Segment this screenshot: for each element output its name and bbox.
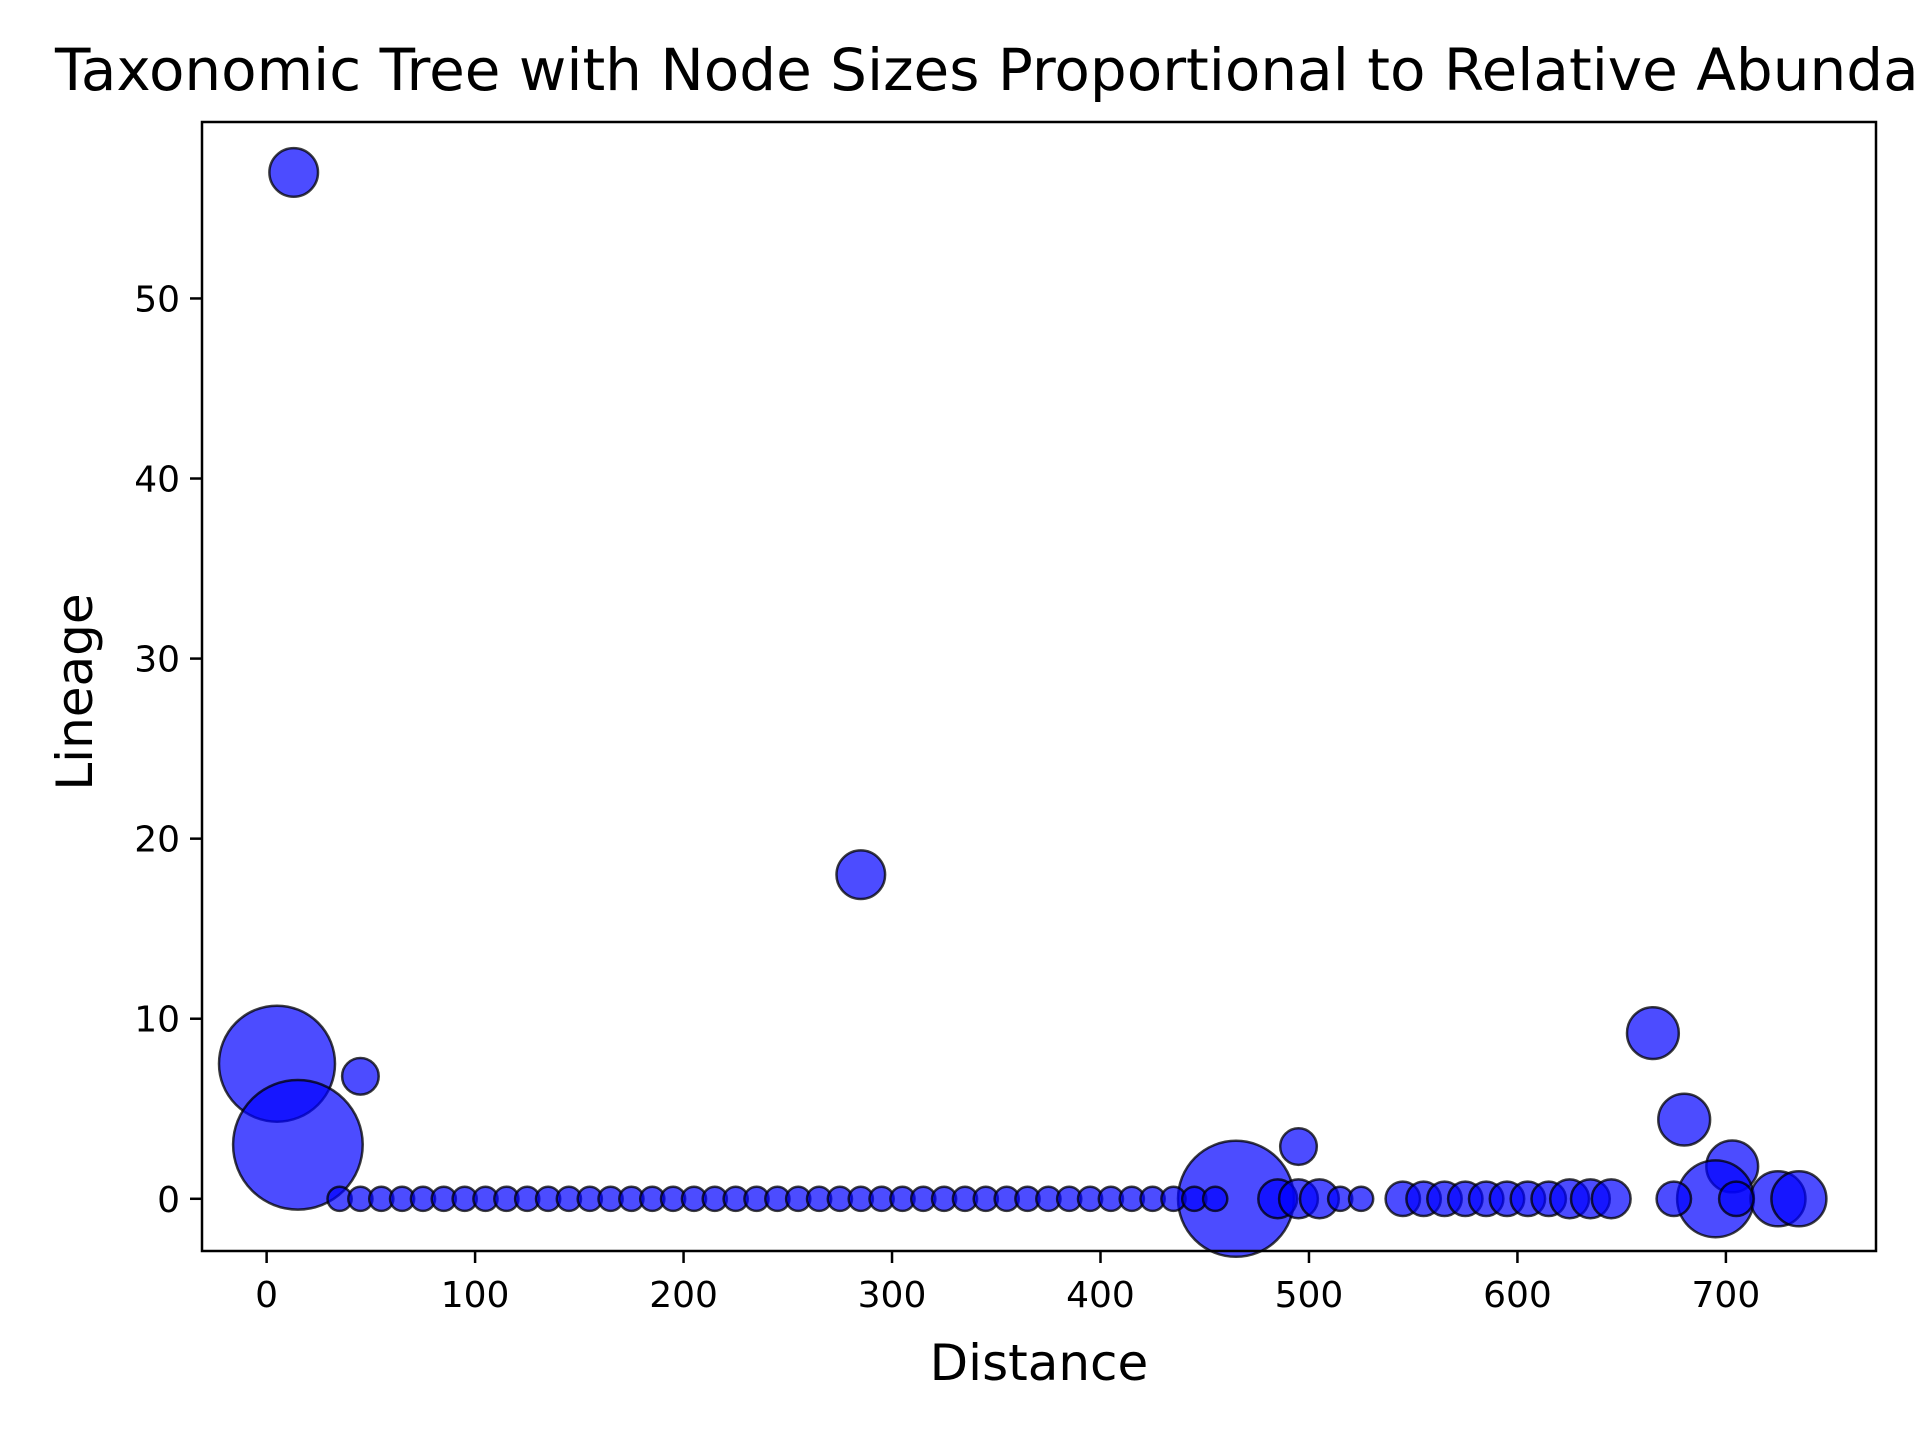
plot-points — [217, 146, 1828, 1259]
y-tick-label: 50 — [134, 279, 180, 320]
scatter-point — [1717, 1180, 1755, 1218]
scatter-point — [835, 849, 887, 901]
x-tick-label: 600 — [1483, 1275, 1552, 1316]
scatter-point — [1657, 1092, 1712, 1147]
plot-frame — [200, 120, 1878, 1253]
scatter-point — [1347, 1185, 1375, 1213]
x-tick-label: 500 — [1275, 1275, 1344, 1316]
scatter-point — [1625, 1005, 1681, 1061]
scatter-point — [1201, 1185, 1229, 1213]
scatter-point — [1655, 1180, 1693, 1218]
scatter-point — [231, 1078, 364, 1211]
scatter-point — [1770, 1170, 1828, 1228]
x-tick-label: 0 — [255, 1275, 278, 1316]
x-tick-label: 300 — [858, 1275, 927, 1316]
y-tick-label: 30 — [134, 640, 180, 681]
y-tick-label: 0 — [157, 1180, 180, 1221]
y-tick-label: 40 — [134, 460, 180, 501]
x-tick-label: 700 — [1692, 1275, 1761, 1316]
y-axis-label: Lineage — [46, 593, 104, 790]
x-tick-label: 400 — [1066, 1275, 1135, 1316]
chart-title: Taxonomic Tree with Node Sizes Proportio… — [54, 36, 1920, 104]
y-axis: 0 10 20 30 40 50 — [134, 279, 202, 1221]
scatter-point — [1278, 1127, 1319, 1167]
x-tick-label: 100 — [441, 1275, 510, 1316]
scatter-point — [340, 1056, 380, 1096]
scatter-point — [1590, 1178, 1632, 1220]
x-axis-label: Distance — [930, 1334, 1149, 1392]
y-tick-label: 10 — [134, 1000, 180, 1041]
scatter-point — [268, 146, 320, 198]
x-tick-label: 200 — [649, 1275, 718, 1316]
y-tick-label: 20 — [134, 820, 180, 861]
x-axis: 0 100 200 300 400 500 600 700 — [255, 1251, 1760, 1316]
